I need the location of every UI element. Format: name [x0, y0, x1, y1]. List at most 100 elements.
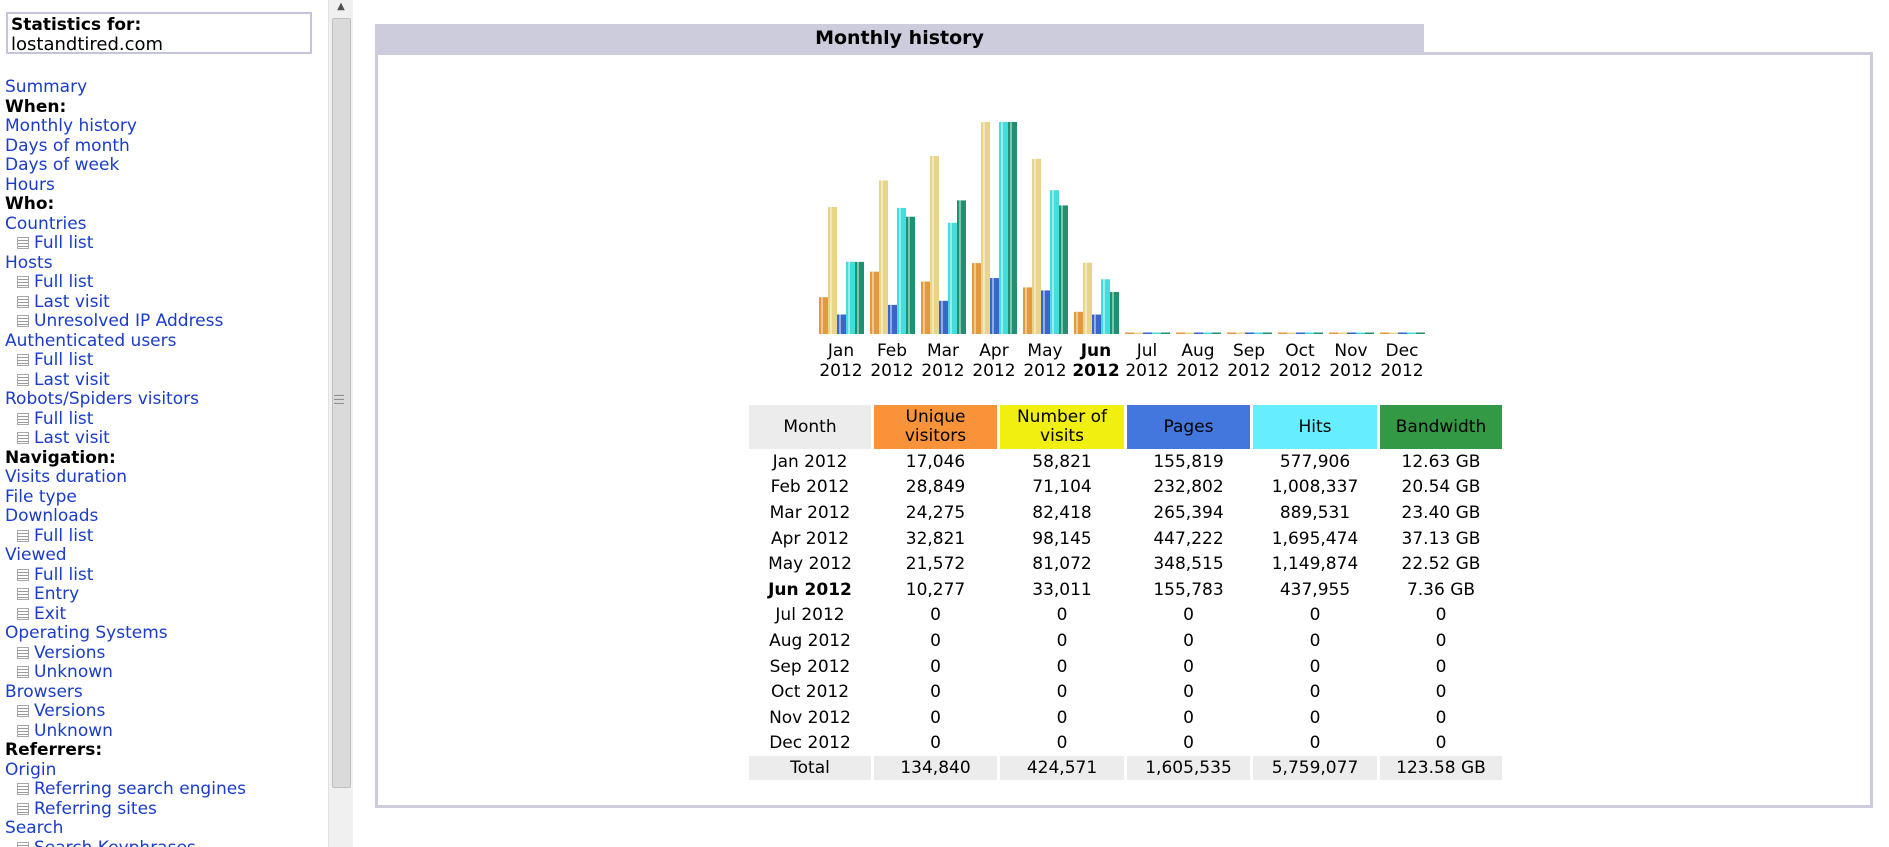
table-row: Dec 2012 0 0 0 0 0: [749, 731, 1502, 757]
menu-item-browsers[interactable]: Browsers: [5, 681, 246, 703]
menu-link[interactable]: Days of week: [5, 155, 120, 175]
menu-item-search[interactable]: Search: [5, 818, 246, 839]
list-bullet-icon: [17, 607, 29, 620]
x-tick-year: 2012: [972, 361, 1015, 381]
column-header-pages: Pages: [1127, 405, 1250, 449]
menu-item-viewed-exit[interactable]: Exit: [5, 603, 246, 625]
menu-link[interactable]: Exit: [34, 603, 67, 624]
scroll-thumb[interactable]: [332, 18, 351, 788]
menu-item-days-of-month[interactable]: Days of month: [5, 135, 246, 157]
menu-item-viewed[interactable]: Viewed: [5, 545, 246, 566]
menu-link[interactable]: Summary: [5, 77, 88, 97]
menu-link[interactable]: Referring sites: [34, 798, 157, 819]
menu-link[interactable]: Browsers: [5, 681, 83, 702]
menu-link[interactable]: Unresolved IP Address: [34, 311, 224, 331]
menu-item-search-keyphrases[interactable]: Search Keyphrases: [5, 838, 246, 847]
bar-bandwidth-jul: [1161, 332, 1170, 334]
menu-link[interactable]: Visits duration: [5, 467, 128, 487]
menu-item-robots-visitors[interactable]: Robots/Spiders visitors: [5, 389, 246, 410]
menu-item-countries-full-list[interactable]: Full list: [5, 233, 246, 254]
value-cell: 7.36 GB: [1406, 579, 1476, 600]
bar-bandwidth-aug: [1212, 332, 1221, 334]
bar-highlight: [830, 206, 832, 334]
menu-link[interactable]: Full list: [34, 525, 94, 546]
value-cell: 33,011: [1032, 579, 1092, 600]
menu-link[interactable]: Last visit: [34, 291, 110, 312]
menu-item-operating-systems[interactable]: Operating Systems: [5, 623, 246, 644]
menu-link[interactable]: Hosts: [5, 252, 53, 273]
scroll-up-arrow-icon[interactable]: ▲: [337, 1, 345, 12]
menu-item-robots-last-visit[interactable]: Last visit: [5, 428, 246, 449]
menu-link[interactable]: Origin: [5, 759, 57, 780]
menu-link[interactable]: Unknown: [34, 720, 113, 741]
menu-link[interactable]: Authenticated users: [5, 330, 177, 351]
menu-item-hosts-full-list[interactable]: Full list: [5, 272, 246, 293]
menu-link[interactable]: Full list: [34, 272, 94, 292]
menu-item-os-unknown[interactable]: Unknown: [5, 662, 246, 683]
bar-hits-nov: [1356, 332, 1365, 334]
menu-link[interactable]: Full list: [34, 408, 94, 429]
menu-item-authenticated-users[interactable]: Authenticated users: [5, 330, 246, 352]
menu-item-downloads[interactable]: Downloads: [5, 506, 246, 527]
menu-item-downloads-full-list[interactable]: Full list: [5, 525, 246, 547]
menu-item-browsers-unknown[interactable]: Unknown: [5, 720, 246, 742]
menu-item-origin[interactable]: Origin: [5, 759, 246, 781]
menu-item-authenticated-last-visit[interactable]: Last visit: [5, 369, 246, 391]
menu-link[interactable]: File type: [5, 486, 77, 507]
menu-link[interactable]: Unknown: [34, 662, 113, 682]
menu-item-hosts-last-visit[interactable]: Last visit: [5, 291, 246, 313]
menu-item-viewed-full-list[interactable]: Full list: [5, 564, 246, 586]
bar-unique-visitors-dec: [1380, 332, 1389, 334]
menu-link[interactable]: Full list: [34, 564, 94, 585]
bar-unique-visitors-feb: [870, 271, 879, 334]
value-cell: 0: [1183, 656, 1194, 677]
menu-link[interactable]: Versions: [34, 642, 106, 663]
menu-item-referring-sites[interactable]: Referring sites: [5, 798, 246, 820]
menu-link[interactable]: Versions: [34, 701, 106, 721]
menu-item-days-of-week[interactable]: Days of week: [5, 155, 246, 176]
menu-link[interactable]: Hours: [5, 174, 55, 195]
menu-link[interactable]: Entry: [34, 584, 80, 604]
bar-visits-dec: [1389, 332, 1398, 334]
value-cell: 0: [1183, 733, 1194, 754]
x-tick-month: May: [1027, 341, 1062, 361]
menu-link[interactable]: Full list: [34, 350, 94, 370]
value-cell: 0: [1056, 656, 1068, 677]
resize-grip-icon[interactable]: ― ― ―: [334, 390, 344, 409]
bar-highlight: [959, 200, 961, 334]
menu-link[interactable]: Referring search engines: [34, 779, 247, 799]
bar-highlight: [1034, 158, 1036, 334]
menu-link[interactable]: Monthly history: [5, 116, 137, 136]
menu-item-viewed-entry[interactable]: Entry: [5, 584, 246, 605]
menu-link[interactable]: Last visit: [34, 428, 110, 448]
menu-item-authenticated-full-list[interactable]: Full list: [5, 350, 246, 371]
frame-scrollbar[interactable]: ▲ ― ― ―: [328, 0, 353, 847]
x-tick-year: 2012: [1329, 361, 1372, 381]
list-bullet-icon: [17, 666, 29, 678]
menu-item-countries[interactable]: Countries: [5, 213, 246, 235]
menu-link[interactable]: Search: [5, 818, 64, 838]
bar-highlight: [992, 278, 994, 334]
monthly-history-table: Month Unique visitors Number of visits Page…: [746, 405, 1505, 781]
menu-link[interactable]: Viewed: [5, 545, 67, 565]
menu-link[interactable]: Full list: [34, 233, 94, 253]
menu-item-hours[interactable]: Hours: [5, 174, 246, 196]
menu-link[interactable]: Search Keyphrases: [34, 838, 196, 847]
menu-link[interactable]: Countries: [5, 213, 87, 234]
menu-item-monthly-history[interactable]: Monthly history: [5, 116, 246, 137]
menu-item-file-type[interactable]: File type: [5, 486, 246, 508]
bar-highlight: [1103, 279, 1105, 334]
menu-item-visits-duration[interactable]: Visits duration: [5, 467, 246, 488]
menu-link[interactable]: Robots/Spiders visitors: [5, 389, 199, 409]
menu-item-robots-full-list[interactable]: Full list: [5, 408, 246, 430]
menu-item-browsers-versions[interactable]: Versions: [5, 701, 246, 722]
menu-link[interactable]: Days of month: [5, 135, 130, 156]
menu-item-hosts[interactable]: Hosts: [5, 252, 246, 274]
menu-item-summary[interactable]: Summary: [5, 77, 246, 98]
menu-link[interactable]: Last visit: [34, 369, 110, 390]
menu-item-os-versions[interactable]: Versions: [5, 642, 246, 664]
menu-link[interactable]: Operating Systems: [5, 623, 168, 643]
menu-item-hosts-unresolved-ip[interactable]: Unresolved IP Address: [5, 311, 246, 332]
menu-link[interactable]: Downloads: [5, 506, 99, 526]
menu-item-referring-search-engines[interactable]: Referring search engines: [5, 779, 247, 800]
